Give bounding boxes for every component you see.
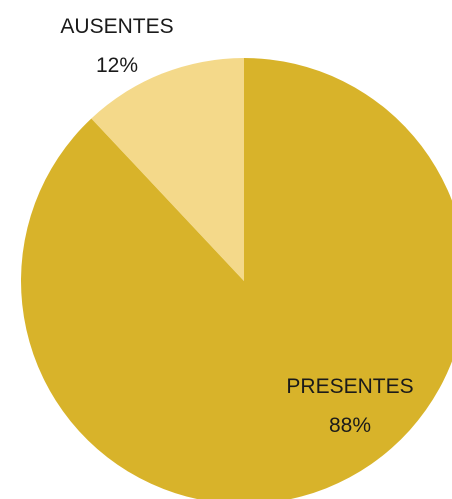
slice-label-presentes-value: 88%: [329, 414, 371, 437]
slice-label-ausentes-name: AUSENTES: [60, 15, 173, 38]
slice-label-ausentes-value: 12%: [96, 54, 138, 77]
pie-slice-ausentes: [91, 57, 244, 281]
pie-labels: AUSENTES 12% PRESENTES 88%: [60, 15, 413, 437]
pie-slices: [21, 57, 452, 499]
pie-slice-presentes: [21, 58, 452, 499]
slice-label-presentes-name: PRESENTES: [286, 375, 413, 398]
